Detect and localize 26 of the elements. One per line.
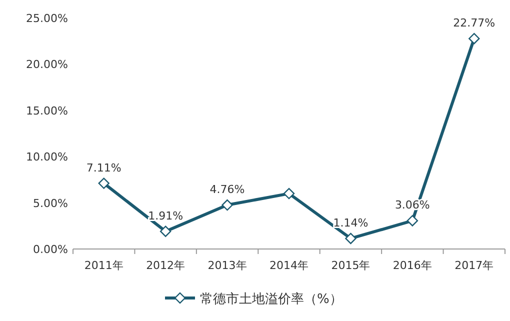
x-tick-label: 2015年 bbox=[331, 259, 370, 272]
x-tick-label: 2016年 bbox=[392, 259, 432, 272]
x-tick-label: 2011年 bbox=[84, 259, 124, 272]
data-label: 4.76% bbox=[210, 183, 245, 196]
point bbox=[160, 226, 172, 237]
x-tick-label: 2014年 bbox=[270, 259, 308, 272]
point bbox=[406, 215, 418, 226]
point bbox=[222, 199, 233, 211]
data-label: 22.77% bbox=[453, 16, 496, 30]
y-tick-label: 25.00% bbox=[26, 12, 68, 25]
y-tick-label: 15.00% bbox=[26, 104, 68, 118]
data-label: 1.14% bbox=[333, 216, 368, 230]
x-tick-label: 2017年 bbox=[454, 259, 494, 272]
point bbox=[345, 232, 356, 244]
y-tick-label: 10.00% bbox=[26, 150, 68, 164]
point bbox=[98, 178, 110, 189]
y-tick-label: 0.00% bbox=[33, 243, 68, 256]
x-tick-label: 2012年 bbox=[146, 259, 186, 272]
x-tick-label: 2013年 bbox=[208, 259, 247, 272]
y-tick-label: 5.00% bbox=[33, 196, 68, 210]
data-label: 7.11% bbox=[86, 161, 122, 174]
point bbox=[468, 33, 480, 44]
legend-label: 常德市土地溢价率（%） bbox=[200, 291, 342, 307]
y-tick-label: 20.00% bbox=[26, 58, 68, 72]
data-label: 1.91% bbox=[148, 209, 184, 222]
point bbox=[283, 188, 295, 200]
